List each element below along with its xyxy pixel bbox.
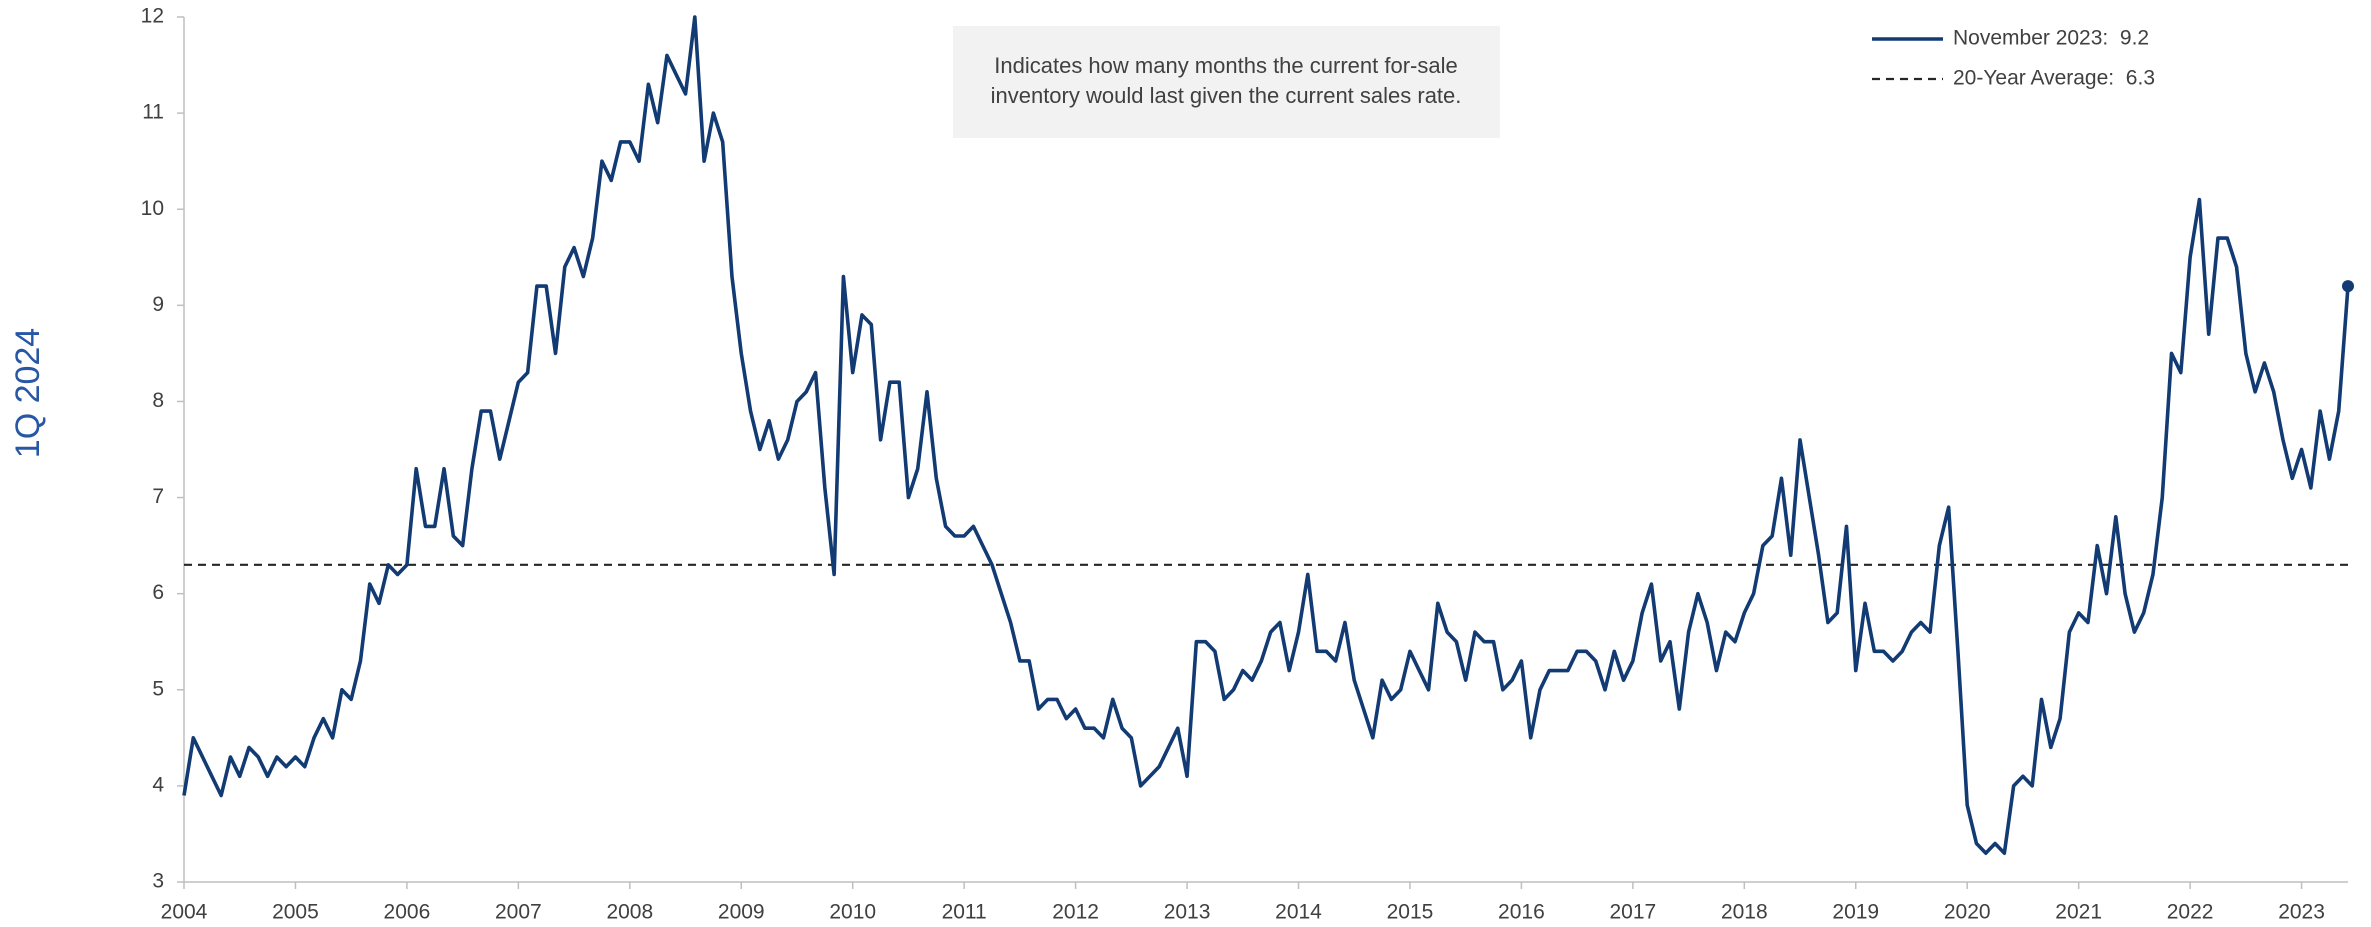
y-tick-label: 7 [152,485,164,508]
y-tick-label: 8 [152,389,164,412]
legend-label: 20-Year Average: 6.3 [1953,67,2155,90]
series-line [182,15,2350,855]
legend-label: November 2023: 9.2 [1953,27,2149,50]
end-marker [2342,280,2354,293]
x-tick-label: 2018 [1721,901,1768,924]
x-tick-label: 2015 [1387,901,1434,924]
x-tick-label: 2009 [718,901,765,924]
y-tick-label: 12 [141,5,164,28]
x-tick-label: 2022 [2167,901,2214,924]
y-tick-label: 9 [152,293,164,316]
x-tick-label: 2004 [161,901,208,924]
x-tick-label: 2019 [1832,901,1879,924]
x-tick-label: 2020 [1944,901,1991,924]
y-tick-label: 11 [142,101,164,124]
x-tick-label: 2013 [1164,901,1211,924]
x-tick-label: 2014 [1275,901,1322,924]
y-tick-label: 3 [152,870,164,893]
side-label: 1Q 2024 [9,328,47,458]
y-tick-label: 4 [152,773,164,796]
y-tick-label: 6 [152,581,164,604]
annotation: Indicates how many months the current fo… [994,53,1457,78]
x-tick-label: 2017 [1609,901,1656,924]
x-tick-label: 2010 [829,901,876,924]
annotation: inventory would last given the current s… [991,83,1462,108]
x-tick-label: 2007 [495,901,542,924]
x-tick-label: 2006 [384,901,431,924]
x-tick-label: 2012 [1052,901,1099,924]
x-tick-label: 2023 [2278,901,2325,924]
y-tick-label: 10 [141,197,164,220]
x-tick-label: 2016 [1498,901,1545,924]
y-tick-label: 5 [152,677,164,700]
annotation-box [953,26,1500,138]
x-tick-label: 2011 [942,901,987,924]
x-tick-label: 2005 [272,901,319,924]
x-tick-label: 2008 [606,901,653,924]
x-tick-label: 2021 [2055,901,2102,924]
